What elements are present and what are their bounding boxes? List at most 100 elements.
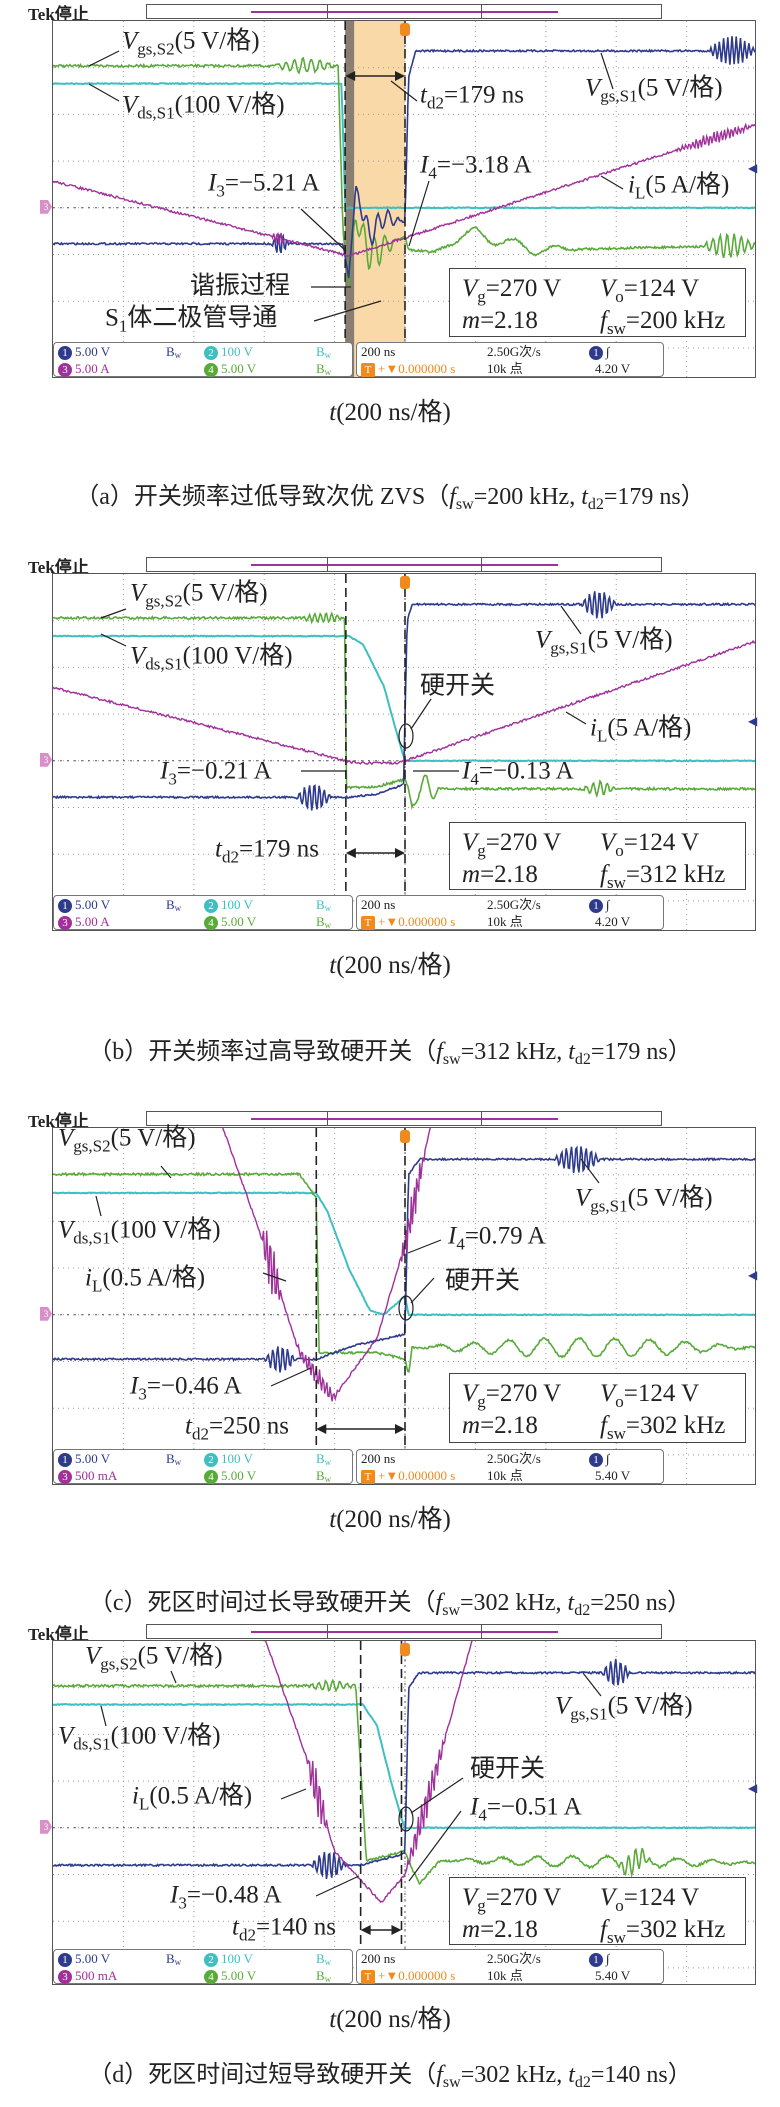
ch2-scale: 100 V [221, 344, 253, 359]
trigger-source-badge[interactable]: 1 [589, 1453, 603, 1467]
bandwidth-limit-sub: w [174, 1457, 182, 1467]
ch1-bw: Bw [166, 1450, 181, 1471]
label-symbol: V [130, 579, 146, 607]
ch2-badge[interactable]: 2 [204, 346, 218, 360]
record-length: 10k 点 [487, 1468, 523, 1483]
ch4-scale: 5.00 V [221, 1968, 257, 1983]
ch4-badge[interactable]: 4 [204, 363, 218, 377]
bandwidth-limit: B [316, 361, 325, 376]
label-text: =140 ns [255, 1913, 337, 1941]
time-axis-label: t(200 ns/格) [329, 952, 451, 979]
label-subscript: L [634, 183, 646, 203]
ch4-badge[interactable]: 4 [204, 1470, 218, 1484]
trigger-offset: +▼0.000000 s [378, 1468, 456, 1483]
leader-line [565, 711, 587, 725]
label-i4: I4=0.79 A [448, 1224, 546, 1253]
ch2-scale: 100 V [221, 1451, 253, 1466]
channel-settings: 1 5.00 V Bw 2 100 V Bw 3 500 mA 4 5.00 V Bw [53, 1949, 353, 1984]
label-symbol: t [185, 1412, 192, 1440]
label-vgs1: Vgs,S1(5 V/格) [585, 76, 723, 105]
ch1-badge[interactable]: 1 [58, 1953, 72, 1967]
label-vgs1: Vgs,S1(5 V/格) [535, 628, 673, 657]
timebase: 200 ns [361, 897, 396, 912]
ch3-badge[interactable]: 3 [58, 1970, 72, 1984]
param-m: m=2.18 [462, 307, 538, 334]
ch4-badge[interactable]: 4 [204, 916, 218, 930]
bandwidth-limit-sub: w [174, 903, 182, 913]
leader-line [100, 633, 127, 647]
time-axis-label: t(200 ns/格) [329, 2006, 451, 2033]
sample-rate: 2.50G次/s [487, 1951, 541, 1966]
label-text: (5 V/格) [174, 27, 260, 55]
ch3-badge[interactable]: 3 [58, 916, 72, 930]
operating-parameters-box: Vg=270 V Vo=124 V m=2.18 fsw=312 kHz [449, 822, 746, 892]
ch2-badge[interactable]: 2 [204, 899, 218, 913]
figure-caption: （c）死区时间过长导致硬开关（fsw=302 kHz, td2=250 ns） [88, 1590, 692, 1619]
ch1-badge[interactable]: 1 [58, 899, 72, 913]
param-vg: Vg=270 V [462, 1884, 562, 1915]
sample-rate: 2.50G次/s [487, 1451, 541, 1466]
waveform-plot [53, 21, 755, 377]
ch3-badge[interactable]: 3 [58, 363, 72, 377]
label-text: (5 V/格) [110, 1124, 196, 1152]
label-symbol: S [105, 304, 119, 332]
param-fsw: fsw=200 kHz [600, 307, 726, 338]
ch1-badge[interactable]: 1 [58, 346, 72, 360]
record-length: 10k 点 [487, 1968, 523, 1983]
label-subscript: d2 [426, 93, 444, 113]
bandwidth-limit-sub: w [324, 1457, 332, 1467]
trace-vgs-s1 [53, 1658, 755, 1880]
label-subscript: 3 [168, 769, 177, 789]
label-subscript: ds,S1 [73, 1228, 111, 1248]
leader-line [313, 300, 382, 322]
label-hard: 硬开关 [420, 674, 495, 703]
scope-panel: Tek停止 1 5.00 V Bw 2 100 V Bw 3 5.00 A 4 5.00 V Bw 20… [0, 553, 780, 991]
label-td2: td2=179 ns [215, 837, 319, 866]
label-symbol: V [130, 642, 146, 670]
label-symbol: I [462, 757, 471, 785]
label-symbol: V [58, 1216, 74, 1244]
ch1-badge[interactable]: 1 [58, 1453, 72, 1467]
trigger-level-arrow-icon: ◀ [748, 1268, 758, 1283]
bandwidth-limit: B [316, 1468, 325, 1483]
scope-status: Tek停止 [28, 558, 89, 577]
acquisition-settings: 200 ns 2.50G次/s 1 ∫ T +▼0.000000 s 10k 点 4.20 V [356, 895, 664, 930]
hard-switching-circle [398, 1295, 414, 1321]
label-td2: td2=140 ns [232, 1915, 336, 1944]
record-overview-bar [146, 1624, 662, 1639]
ch3-ground-marker: 3 [40, 752, 52, 767]
param-vo: Vo=124 V [600, 1380, 700, 1411]
label-text: (5 A/格) [607, 714, 692, 742]
trigger-mark-icon: T [361, 1470, 375, 1484]
leader-line [95, 1195, 102, 1217]
leader-line [88, 50, 120, 67]
ch3-badge[interactable]: 3 [58, 1470, 72, 1484]
bandwidth-limit-sub: w [324, 367, 332, 377]
bandwidth-limit-sub: w [174, 350, 182, 360]
ch2-badge[interactable]: 2 [204, 1953, 218, 1967]
label-subscript: ds,S1 [73, 1734, 111, 1754]
leader-line [408, 180, 430, 247]
ch4-badge[interactable]: 4 [204, 1970, 218, 1984]
bandwidth-limit: B [166, 897, 175, 912]
label-text: =−0.48 A [186, 1881, 282, 1909]
ch2-badge[interactable]: 2 [204, 1453, 218, 1467]
acquisition-settings: 200 ns 2.50G次/s 1 ∫ T +▼0.000000 s 10k 点 5.40 V [356, 1449, 664, 1484]
label-il: iL(5 A/格) [590, 716, 691, 745]
label-text: (5 V/格) [637, 74, 723, 102]
label-symbol: i [132, 1782, 139, 1810]
trigger-source-badge[interactable]: 1 [589, 899, 603, 913]
label-symbol: V [58, 1124, 74, 1152]
label-subscript: 3 [216, 181, 225, 201]
ch1-scale: 5.00 V [75, 1951, 111, 1966]
trigger-source-badge[interactable]: 1 [589, 346, 603, 360]
acquisition-settings: 200 ns 2.50G次/s 1 ∫ T +▼0.000000 s 10k 点 5.40 V [356, 1949, 664, 1984]
label-text: =−0.21 A [176, 757, 272, 785]
leader-line [600, 175, 624, 190]
leader-line [410, 1777, 464, 1814]
trigger-position-marker [400, 23, 410, 36]
ch3-ground-marker: 3 [40, 1819, 52, 1834]
label-i3: I3=−0.46 A [130, 1374, 242, 1403]
label-vgs2: Vgs,S2(5 V/格) [58, 1126, 196, 1155]
trigger-source-badge[interactable]: 1 [589, 1953, 603, 1967]
